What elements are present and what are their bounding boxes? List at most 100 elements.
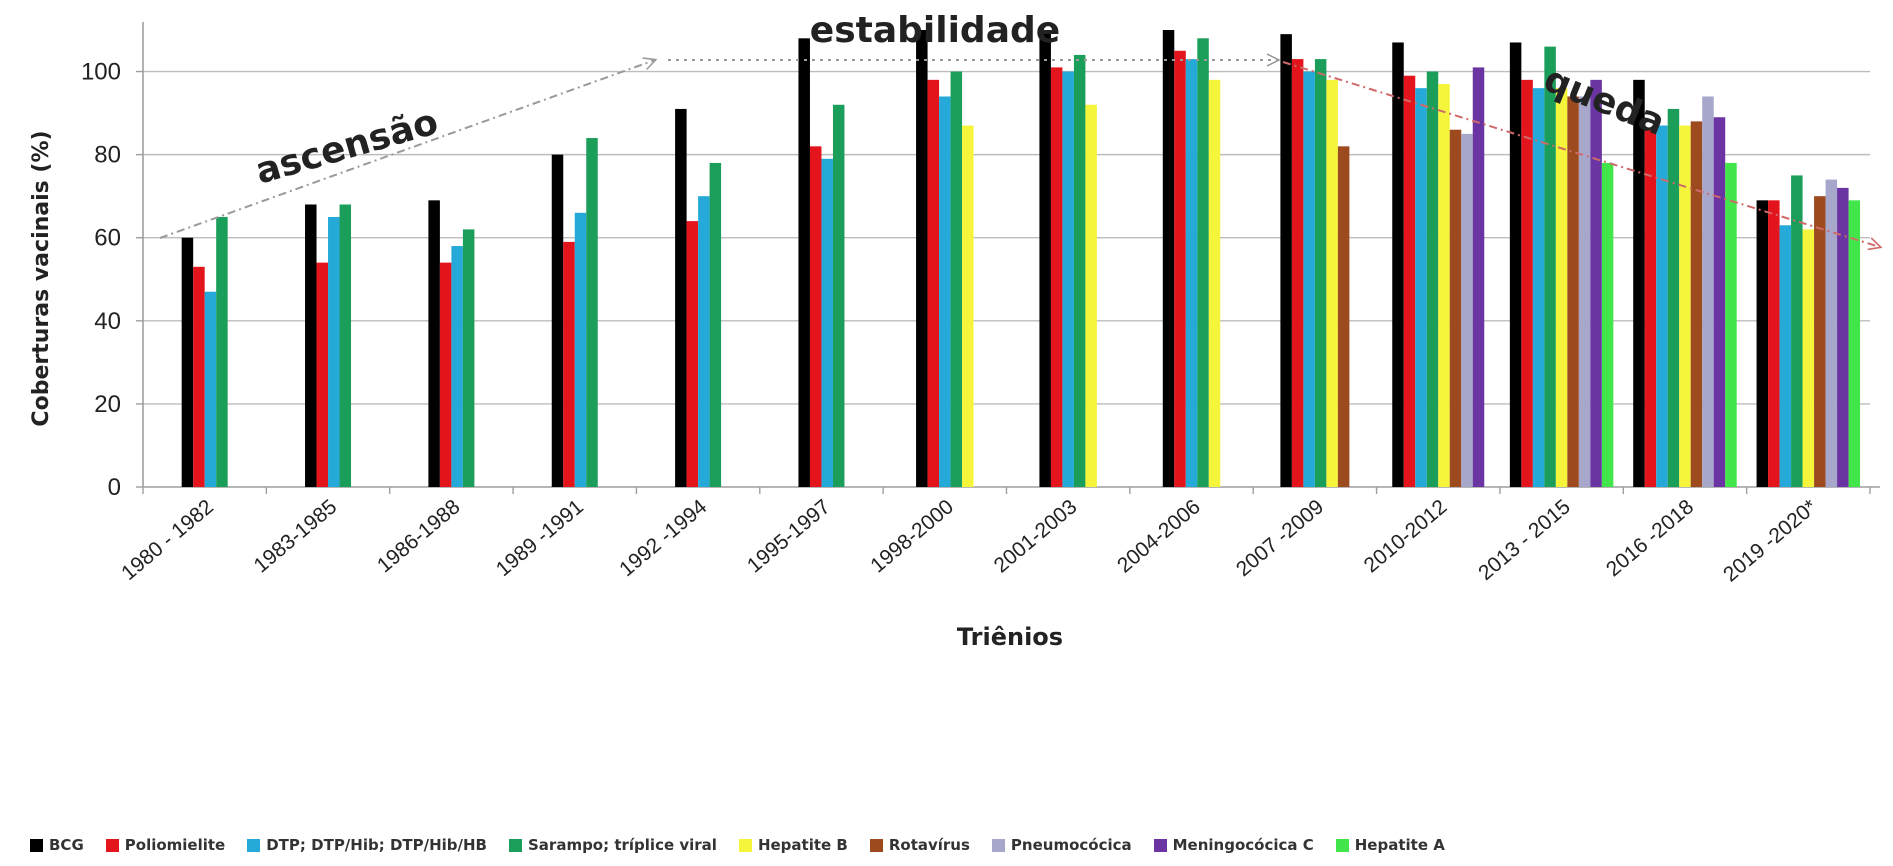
bar-poliomielite xyxy=(439,262,452,487)
bar-poliomielite xyxy=(1403,75,1416,487)
bar-poliomielite xyxy=(686,221,699,488)
bar-poliomielite xyxy=(1291,59,1304,487)
bars xyxy=(181,30,1861,488)
bar-sarampo-tr-plice-viral xyxy=(1197,38,1209,488)
x-tick-label: 2004-2006 xyxy=(1113,495,1205,577)
bar-bcg xyxy=(428,200,440,487)
legend-swatch xyxy=(247,838,261,852)
bar-pneumoc-cica xyxy=(1702,96,1714,488)
x-tick-label: 2016 -2018 xyxy=(1602,495,1698,581)
y-tick-label: 0 xyxy=(108,474,121,501)
bar-sarampo-tr-plice-viral xyxy=(1791,175,1803,487)
bar-meningoc-cica-c xyxy=(1837,187,1849,487)
bar-dtp-dtp-hib-dtp-hib-hb xyxy=(1185,59,1198,487)
bar-pneumoc-cica xyxy=(1461,133,1473,487)
bar-hepatite-b xyxy=(1802,229,1815,487)
bar-bcg xyxy=(675,108,687,487)
annotation-ascensao: ascensão xyxy=(251,101,443,192)
legend-label: Sarampo; tríplice viral xyxy=(528,836,717,854)
legend-swatch xyxy=(509,838,522,852)
legend-item: Sarampo; tríplice viral xyxy=(509,836,717,854)
x-tick-label: 2019 -2020* xyxy=(1719,495,1821,586)
legend-label: Pneumocócica xyxy=(1010,836,1132,854)
bar-poliomielite xyxy=(1768,200,1780,487)
legend-swatch xyxy=(1335,838,1349,852)
bar-dtp-dtp-hib-dtp-hib-hb xyxy=(939,96,951,488)
bar-meningoc-cica-c xyxy=(1590,79,1602,487)
bar-rotav-rus xyxy=(1449,129,1462,487)
x-tick-label: 2007 -2009 xyxy=(1232,495,1328,581)
bar-bcg xyxy=(305,204,317,487)
bar-sarampo-tr-plice-viral xyxy=(832,104,845,488)
bar-bcg xyxy=(1756,200,1769,487)
bar-bcg xyxy=(551,154,564,488)
bar-poliomielite xyxy=(1521,79,1533,487)
legend-swatch xyxy=(1153,838,1167,852)
bar-bcg xyxy=(1280,34,1292,488)
bar-hepatite-b xyxy=(962,125,974,488)
bar-dtp-dtp-hib-dtp-hib-hb xyxy=(1656,125,1668,488)
bar-hepatite-a xyxy=(1848,200,1861,487)
bar-sarampo-tr-plice-viral xyxy=(1544,46,1556,487)
bar-hepatite-b xyxy=(1679,125,1691,488)
x-tick-label: 1980 - 1982 xyxy=(117,495,218,585)
bar-sarampo-tr-plice-viral xyxy=(1426,71,1439,487)
bar-dtp-dtp-hib-dtp-hib-hb xyxy=(204,291,217,487)
bar-hepatite-a xyxy=(1601,162,1614,488)
y-tick-label: 80 xyxy=(94,142,121,169)
legend-label: Poliomielite xyxy=(124,836,226,854)
legend-item: Rotavírus xyxy=(869,836,970,854)
bar-dtp-dtp-hib-dtp-hib-hb xyxy=(1415,88,1427,487)
annotation-estabilidade: estabilidade xyxy=(810,10,1060,51)
bar-pneumoc-cica xyxy=(1578,96,1591,488)
bar-poliomielite xyxy=(563,241,575,487)
bar-rotav-rus xyxy=(1337,146,1350,487)
y-axis-title: Coberturas vacinais (%) xyxy=(29,130,54,426)
bar-bcg xyxy=(1039,30,1051,487)
bar-pneumoc-cica xyxy=(1825,179,1838,487)
x-tick-label: 1983-1985 xyxy=(250,495,342,577)
x-tick-label: 2010-2012 xyxy=(1360,495,1452,577)
bar-poliomielite xyxy=(809,146,822,487)
x-axis-title: Triênios xyxy=(957,623,1063,651)
bar-bcg xyxy=(1509,42,1522,488)
bar-poliomielite xyxy=(316,262,329,487)
bar-dtp-dtp-hib-dtp-hib-hb xyxy=(821,158,833,488)
legend-label: Hepatite A xyxy=(1354,836,1445,854)
bar-bcg xyxy=(916,30,928,487)
legend: BCG Poliomielite DTP; DTP/Hib; DTP/Hib/HB S… xyxy=(30,836,1890,854)
x-tick-label: 1989 -1991 xyxy=(492,495,588,581)
bar-hepatite-b xyxy=(1208,79,1221,487)
legend-label: Hepatite B xyxy=(757,836,848,854)
ascensao-arrow xyxy=(159,60,655,239)
bar-poliomielite xyxy=(1174,50,1186,487)
legend-swatch xyxy=(30,838,43,852)
legend-item: Hepatite B xyxy=(738,836,848,854)
legend-swatch xyxy=(738,838,752,852)
bar-hepatite-b xyxy=(1438,84,1450,487)
bar-bcg xyxy=(1633,79,1645,487)
bar-dtp-dtp-hib-dtp-hib-hb xyxy=(1062,71,1074,487)
bar-dtp-dtp-hib-dtp-hib-hb xyxy=(328,216,340,488)
bar-dtp-dtp-hib-dtp-hib-hb xyxy=(1779,225,1792,487)
bar-meningoc-cica-c xyxy=(1713,117,1726,487)
bar-poliomielite xyxy=(1050,67,1063,488)
x-tick-label: 1995-1997 xyxy=(743,495,835,577)
bar-rotav-rus xyxy=(1690,121,1703,488)
bar-sarampo-tr-plice-viral xyxy=(1073,54,1086,487)
bar-dtp-dtp-hib-dtp-hib-hb xyxy=(451,246,463,487)
bar-meningoc-cica-c xyxy=(1472,67,1485,488)
legend-item: Meningocócica C xyxy=(1153,836,1314,854)
bar-hepatite-b xyxy=(1085,104,1097,488)
legend-item: DTP; DTP/Hib; DTP/Hib/HB xyxy=(247,836,487,854)
bar-dtp-dtp-hib-dtp-hib-hb xyxy=(574,212,587,488)
bar-hepatite-a xyxy=(1725,162,1737,488)
bar-rotav-rus xyxy=(1567,96,1579,488)
legend-item: BCG xyxy=(30,836,84,854)
x-tick-label: 1998-2000 xyxy=(866,495,958,577)
x-tick-label: 2001-2003 xyxy=(990,495,1082,577)
bar-poliomielite xyxy=(927,79,940,487)
bar-bcg xyxy=(181,237,194,487)
